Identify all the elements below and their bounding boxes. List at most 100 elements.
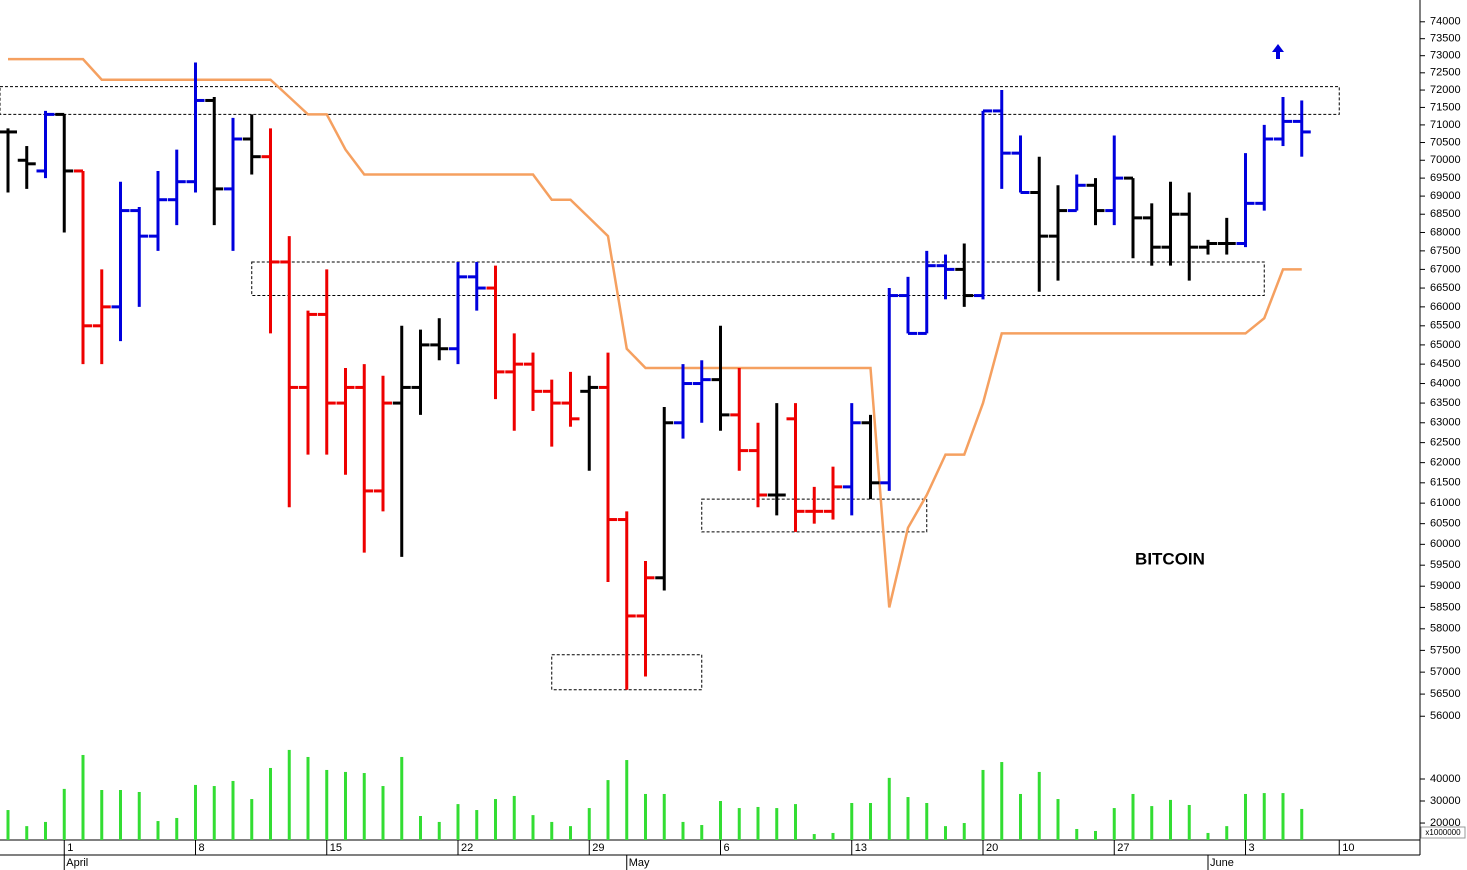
volume-bar [119,790,122,840]
y-tick-label: 70000 [1430,154,1461,166]
volume-bar [756,806,760,840]
y-tick-label: 65000 [1430,339,1461,351]
y-tick-label: 66000 [1430,301,1461,313]
x-tick-label: 3 [1249,842,1255,854]
x-tick-label: 1 [67,842,73,854]
y-tick-label: 68500 [1430,208,1461,220]
volume-bar [419,815,422,840]
zone [251,261,1265,297]
y-tick-label: 71500 [1430,101,1461,113]
volume-bar [250,799,254,840]
y-tick-label: 57000 [1430,666,1461,678]
y-tick-label: 69500 [1430,172,1461,184]
volume-bar [625,760,629,840]
y-tick-label: 71000 [1430,119,1461,131]
volume-bar [662,793,666,840]
volume-bar [944,826,947,840]
volume-bar [1244,793,1247,840]
volume-bar [62,788,66,840]
volume-bar [737,808,741,840]
volume-bar [512,795,516,840]
y-tick-label: 64000 [1430,377,1461,389]
y-tick-label: 58500 [1430,601,1461,613]
y-tick-label: 73000 [1430,50,1461,62]
y-tick-label: 61500 [1430,477,1461,489]
volume-bar [306,756,310,840]
volume-bar [719,801,722,840]
volume-bar [887,777,891,840]
month-label: June [1210,857,1234,869]
y-tick-label: 59000 [1430,580,1461,592]
volume-bar [850,802,854,840]
volume-tick-label: 40000 [1430,773,1461,785]
volume-bar [231,780,235,840]
volume-bar [1037,771,1041,840]
x-tick-label: 8 [199,842,205,854]
volume-bar [1281,793,1285,840]
volume-bar [906,797,910,840]
volume-bar [25,826,29,840]
volume-bar [1169,799,1172,840]
annotation: BITCOIN [1135,549,1205,568]
volume-bar [100,790,104,840]
volume-bar [831,832,835,840]
volume-bar [569,826,572,840]
volume-bar [962,823,966,840]
volume-bar [44,821,47,840]
x-tick-label: 10 [1342,842,1354,854]
y-tick-label: 70500 [1430,136,1461,148]
volume-bar [644,793,647,840]
y-tick-label: 68000 [1430,226,1461,238]
x-tick-label: 15 [330,842,342,854]
volume-bar [269,767,272,840]
y-tick-label: 72500 [1430,67,1461,79]
volume-bar [1075,828,1079,840]
volume-bar [6,810,10,840]
volume-bar [1112,808,1116,840]
y-tick-label: 63500 [1430,397,1461,409]
volume-bar [325,769,329,840]
signal-arrow [1272,44,1284,59]
volume-bar [1262,793,1266,840]
zone [0,86,1340,115]
volume-tick-label: 30000 [1430,795,1461,807]
y-tick-label: 60000 [1430,538,1461,550]
volume-bar [1000,762,1004,840]
volume-bar [156,821,160,840]
volume-bar [456,804,460,840]
y-tick-label: 67500 [1430,245,1461,257]
month-label: April [66,857,88,869]
volume-bar [1150,806,1154,840]
volume-bar [1019,793,1022,840]
volume-bar [287,749,291,840]
volume-bar [194,784,197,840]
volume-unit: x1000000 [1425,828,1461,837]
volume-bar [925,802,929,840]
volume-bar [794,804,797,840]
y-tick-label: 62000 [1430,457,1461,469]
volume-bar [550,821,554,840]
y-tick-label: 65500 [1430,320,1461,332]
y-tick-label: 56500 [1430,688,1461,700]
volume-bar [362,773,366,840]
y-tick-label: 58000 [1430,623,1461,635]
y-tick-label: 69000 [1430,190,1461,202]
volume-bar [175,817,179,840]
volume-tick-label: 20000 [1430,817,1461,829]
volume-bar [531,815,535,840]
volume-bar [1131,793,1135,840]
volume-bar [775,808,779,840]
x-tick-label: 6 [724,842,730,854]
volume-bar [381,786,385,840]
volume-bar [475,810,479,840]
volume-bar [81,754,85,840]
volume-bar [344,771,347,840]
volume-bar [1300,808,1304,840]
y-tick-label: 74000 [1430,16,1461,28]
volume-bar [681,821,685,840]
y-tick-label: 60500 [1430,518,1461,530]
x-tick-label: 27 [1117,842,1129,854]
volume-bar [981,769,985,840]
